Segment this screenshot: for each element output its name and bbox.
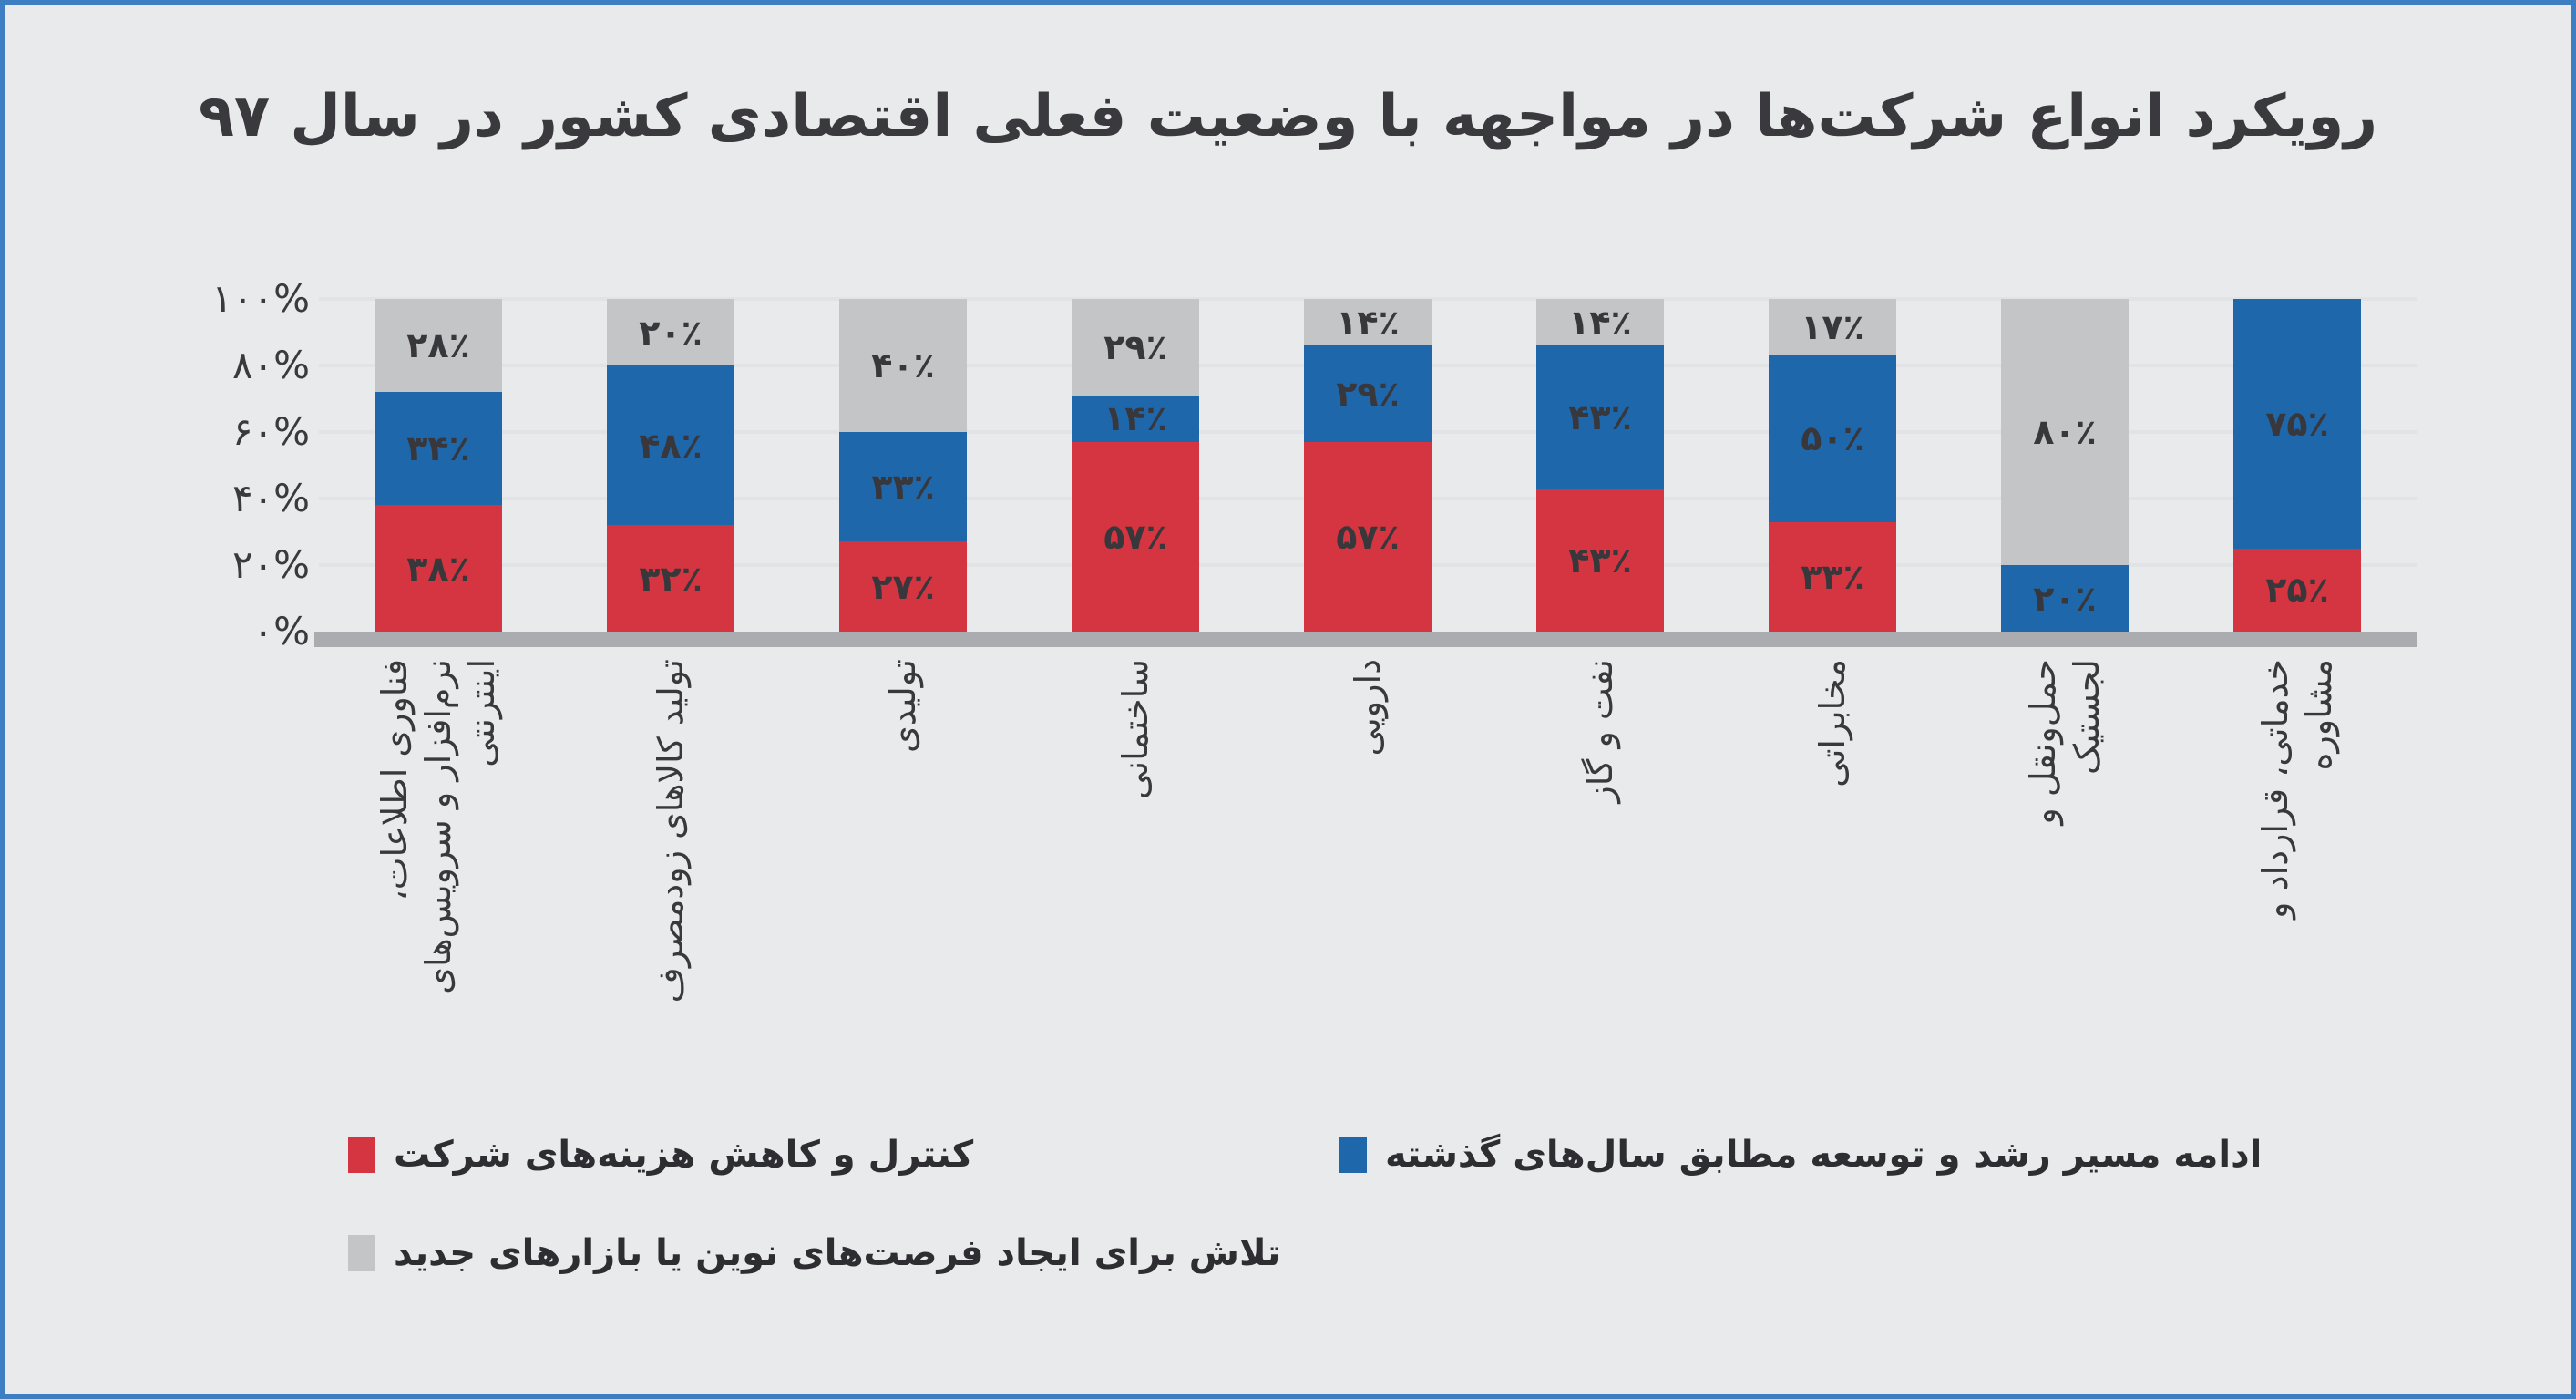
y-tick-label: ۱۰۰% bbox=[211, 276, 310, 321]
bar-segment-value-label: ۲۹٪ bbox=[1103, 326, 1167, 367]
y-tick-label: ۰% bbox=[252, 609, 310, 653]
bar-segment: ۴۰٪ bbox=[839, 299, 967, 432]
bar-segment: ۳۴٪ bbox=[375, 392, 502, 506]
bar-segment: ۵۷٪ bbox=[1304, 441, 1432, 632]
bar-segment: ۵۰٪ bbox=[1769, 355, 1896, 522]
bar-segment-value-label: ۳۲٪ bbox=[639, 558, 703, 599]
x-axis-baseline bbox=[314, 632, 2417, 647]
bar-segment: ۴۳٪ bbox=[1536, 345, 1664, 489]
bar-segment: ۵۷٪ bbox=[1072, 441, 1199, 632]
bar-segment: ۷۵٪ bbox=[2233, 299, 2361, 549]
bar-segment: ۴۸٪ bbox=[607, 365, 734, 526]
bar-segment: ۴۳٪ bbox=[1536, 489, 1664, 632]
bar-segment-value-label: ۴۳٪ bbox=[1568, 396, 1632, 437]
bar-segment: ۲۹٪ bbox=[1304, 345, 1432, 442]
bar-segment-value-label: ۷۵٪ bbox=[2265, 403, 2329, 444]
bar-segment: ۸۰٪ bbox=[2001, 299, 2129, 565]
bar-segment: ۲۵٪ bbox=[2233, 548, 2361, 632]
bar-segment-value-label: ۵۷٪ bbox=[1336, 516, 1400, 557]
legend-item-cost-control: کنترل و کاهش هزینه‌های شرکت bbox=[348, 1129, 973, 1180]
category-label: ساختمانی bbox=[1115, 659, 1155, 800]
bar-segment-value-label: ۲۸٪ bbox=[406, 325, 470, 366]
bar-segment-value-label: ۲۰٪ bbox=[2033, 578, 2097, 619]
bar-segment: ۲۰٪ bbox=[607, 299, 734, 365]
bar-segment-value-label: ۲۷٪ bbox=[871, 566, 935, 607]
bar-segment-value-label: ۵۷٪ bbox=[1103, 516, 1167, 557]
bar-segment: ۳۳٪ bbox=[839, 432, 967, 542]
bar-segment: ۲۹٪ bbox=[1072, 299, 1199, 396]
legend-label: ادامه مسیر رشد و توسعه مطابق سال‌های گذش… bbox=[1385, 1134, 2263, 1176]
bar-segment: ۳۸٪ bbox=[375, 505, 502, 632]
legend-item-continue-growth: ادامه مسیر رشد و توسعه مطابق سال‌های گذش… bbox=[1339, 1129, 2262, 1180]
bar-segment-value-label: ۴۳٪ bbox=[1568, 540, 1632, 581]
bar-segment-value-label: ۱۷٪ bbox=[1801, 307, 1864, 348]
bar-segment: ۱۴٪ bbox=[1536, 299, 1664, 346]
category-label: خدماتی، قرارداد و مشاوره bbox=[2255, 659, 2339, 919]
bar-segment-value-label: ۲۹٪ bbox=[1336, 374, 1400, 415]
bar-segment: ۳۲٪ bbox=[607, 525, 734, 632]
bar-segment-value-label: ۱۴٪ bbox=[1568, 302, 1632, 343]
bar-segment-value-label: ۵۰٪ bbox=[1801, 418, 1864, 459]
bar-segment-value-label: ۳۳٪ bbox=[871, 467, 935, 508]
bar-segment-value-label: ۳۸٪ bbox=[406, 548, 470, 589]
legend-label: تلاش برای ایجاد فرصت‌های نوین یا بازارها… bbox=[394, 1232, 1281, 1274]
bar-segment-value-label: ۲۰٪ bbox=[639, 312, 703, 353]
category-label: تولید کالاهای زودمصرف bbox=[651, 659, 691, 1003]
bar-segment-value-label: ۴۸٪ bbox=[639, 425, 703, 466]
y-tick-label: ۲۰% bbox=[231, 542, 310, 587]
category-label: نفت و گاز bbox=[1580, 659, 1620, 803]
category-label: مخابراتی bbox=[1812, 659, 1852, 787]
bar-segment: ۱۴٪ bbox=[1072, 395, 1199, 442]
y-tick-label: ۸۰% bbox=[231, 343, 310, 387]
legend-item-new-opportunities: تلاش برای ایجاد فرصت‌های نوین یا بازارها… bbox=[348, 1228, 1280, 1279]
category-label: فناوری اطلاعات، نرم‌افزار و سرویس‌های اینت… bbox=[375, 659, 502, 994]
legend-swatch-red bbox=[348, 1137, 375, 1173]
category-label: دارویی bbox=[1348, 659, 1388, 756]
bar-segment-value-label: ۳۳٪ bbox=[1801, 556, 1864, 597]
bar-segment: ۱۴٪ bbox=[1304, 299, 1432, 346]
category-label: تولیدی bbox=[883, 659, 923, 753]
bar-segment-value-label: ۳۴٪ bbox=[406, 428, 470, 469]
y-tick-label: ۴۰% bbox=[231, 476, 310, 520]
bar-segment-value-label: ۱۴٪ bbox=[1103, 398, 1167, 439]
bar-segment-value-label: ۸۰٪ bbox=[2033, 412, 2097, 452]
legend-swatch-blue bbox=[1339, 1137, 1367, 1173]
bar-segment-value-label: ۱۴٪ bbox=[1336, 302, 1400, 343]
bar-segment: ۲۸٪ bbox=[375, 299, 502, 393]
bar-segment-value-label: ۴۰٪ bbox=[871, 345, 935, 386]
bar-segment: ۳۳٪ bbox=[1769, 521, 1896, 632]
category-label: حمل‌ونقل و لجستیک bbox=[2023, 659, 2107, 825]
legend-label: کنترل و کاهش هزینه‌های شرکت bbox=[394, 1134, 974, 1176]
bar-segment: ۲۰٪ bbox=[2001, 565, 2129, 632]
bar-segment-value-label: ۲۵٪ bbox=[2265, 570, 2329, 611]
bar-segment: ۱۷٪ bbox=[1769, 299, 1896, 356]
legend-swatch-gray bbox=[348, 1235, 375, 1271]
bar-segment: ۲۷٪ bbox=[839, 541, 967, 632]
y-tick-label: ۶۰% bbox=[231, 409, 310, 454]
chart-title: رویکرد انواع شرکت‌ها در مواجهه با وضعیت … bbox=[198, 83, 2378, 150]
